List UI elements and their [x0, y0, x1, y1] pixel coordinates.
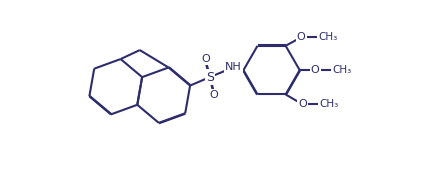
Text: O: O [298, 99, 307, 109]
Text: O: O [201, 54, 210, 64]
Text: O: O [311, 65, 319, 75]
Text: NH: NH [225, 62, 242, 72]
Text: CH₃: CH₃ [318, 32, 337, 42]
Text: O: O [297, 32, 306, 42]
Text: S: S [206, 71, 214, 84]
Text: O: O [210, 90, 218, 100]
Text: CH₃: CH₃ [332, 65, 351, 75]
Text: CH₃: CH₃ [319, 99, 339, 109]
